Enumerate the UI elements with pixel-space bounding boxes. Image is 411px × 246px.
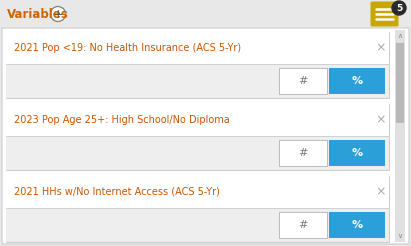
Bar [6, 64, 389, 98]
Bar [329, 68, 385, 94]
Bar [6, 176, 389, 208]
Text: %: % [351, 76, 363, 86]
FancyBboxPatch shape [6, 104, 389, 170]
Bar [395, 30, 405, 242]
Text: 2021 HHs w/No Internet Access (ACS 5-Yr): 2021 HHs w/No Internet Access (ACS 5-Yr) [14, 187, 220, 197]
Bar [6, 32, 389, 64]
Text: +: + [53, 8, 63, 21]
FancyBboxPatch shape [370, 1, 399, 27]
Text: ×: × [376, 185, 386, 199]
Bar [329, 140, 385, 166]
Bar [279, 68, 327, 94]
Text: ∧: ∧ [397, 33, 402, 39]
Text: %: % [351, 148, 363, 158]
Bar [329, 212, 385, 238]
Bar [0, 0, 411, 28]
Bar [6, 136, 389, 170]
Circle shape [51, 6, 65, 21]
Text: %: % [351, 220, 363, 230]
FancyBboxPatch shape [6, 32, 389, 98]
FancyBboxPatch shape [6, 176, 389, 242]
Bar [6, 104, 389, 136]
Bar [279, 212, 327, 238]
Text: #: # [298, 76, 308, 86]
FancyBboxPatch shape [2, 28, 409, 244]
Bar [6, 208, 389, 242]
Text: ∨: ∨ [397, 233, 402, 239]
Bar [279, 140, 327, 166]
Text: Variables: Variables [7, 7, 69, 20]
Text: ×: × [376, 113, 386, 126]
Text: 2021 Pop <19: No Health Insurance (ACS 5-Yr): 2021 Pop <19: No Health Insurance (ACS 5… [14, 43, 241, 53]
Text: #: # [298, 220, 308, 230]
Text: #: # [298, 148, 308, 158]
Circle shape [392, 1, 406, 15]
Bar [396, 43, 404, 123]
Text: 2023 Pop Age 25+: High School/No Diploma: 2023 Pop Age 25+: High School/No Diploma [14, 115, 230, 125]
Text: 5: 5 [396, 4, 402, 13]
Text: ×: × [376, 42, 386, 55]
